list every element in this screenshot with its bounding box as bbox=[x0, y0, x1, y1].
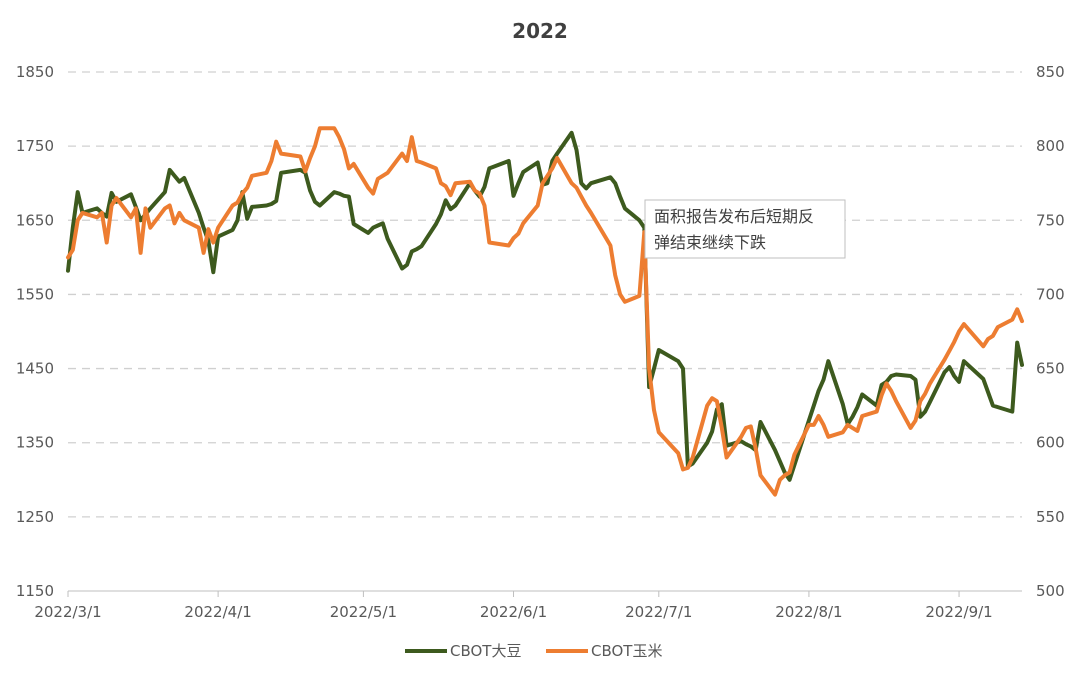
y-left-tick-label: 1750 bbox=[16, 137, 54, 155]
x-tick-label: 2022/7/1 bbox=[625, 603, 692, 621]
y-right-ticks: 500 550 600 650 700 750 800 850 bbox=[1036, 63, 1065, 600]
y-right-tick-label: 500 bbox=[1036, 582, 1065, 600]
legend: CBOT大豆 CBOT玉米 bbox=[405, 642, 662, 660]
x-tick-label: 2022/9/1 bbox=[925, 603, 992, 621]
y-right-tick-label: 850 bbox=[1036, 63, 1065, 81]
y-right-tick-label: 550 bbox=[1036, 508, 1065, 526]
x-tick-label: 2022/8/1 bbox=[775, 603, 842, 621]
y-right-tick-label: 650 bbox=[1036, 360, 1065, 378]
y-left-tick-label: 1550 bbox=[16, 285, 54, 303]
annotation-text: 弹结束继续下跌 bbox=[654, 233, 766, 252]
y-left-tick-label: 1350 bbox=[16, 434, 54, 452]
y-right-tick-label: 750 bbox=[1036, 211, 1065, 229]
axes bbox=[67, 590, 1022, 597]
series-line-corn bbox=[66, 126, 1024, 497]
chart-title: 2022 bbox=[512, 19, 568, 43]
legend-label-soybean: CBOT大豆 bbox=[450, 642, 521, 660]
y-left-tick-label: 1150 bbox=[16, 582, 54, 600]
series-line-soybean bbox=[66, 130, 1024, 482]
y-left-ticks: 1150 1250 1350 1450 1550 1650 1750 1850 bbox=[16, 63, 54, 600]
x-tick-label: 2022/3/1 bbox=[34, 603, 101, 621]
series-lines bbox=[66, 126, 1024, 497]
y-right-tick-label: 800 bbox=[1036, 137, 1065, 155]
y-left-tick-label: 1250 bbox=[16, 508, 54, 526]
y-left-tick-label: 1650 bbox=[16, 211, 54, 229]
x-ticks: 2022/3/1 2022/4/1 2022/5/1 2022/6/1 2022/7/1… bbox=[34, 603, 992, 621]
annotation-text: 面积报告发布后短期反 bbox=[654, 207, 814, 226]
gridlines bbox=[68, 71, 1022, 518]
x-tick-label: 2022/6/1 bbox=[480, 603, 547, 621]
x-tick-label: 2022/5/1 bbox=[330, 603, 397, 621]
y-right-tick-label: 700 bbox=[1036, 285, 1065, 303]
y-left-tick-label: 1450 bbox=[16, 360, 54, 378]
legend-label-corn: CBOT玉米 bbox=[591, 642, 662, 660]
y-right-tick-label: 600 bbox=[1036, 434, 1065, 452]
annotation-box bbox=[644, 199, 846, 259]
x-tick-label: 2022/4/1 bbox=[184, 603, 251, 621]
y-left-tick-label: 1850 bbox=[16, 63, 54, 81]
